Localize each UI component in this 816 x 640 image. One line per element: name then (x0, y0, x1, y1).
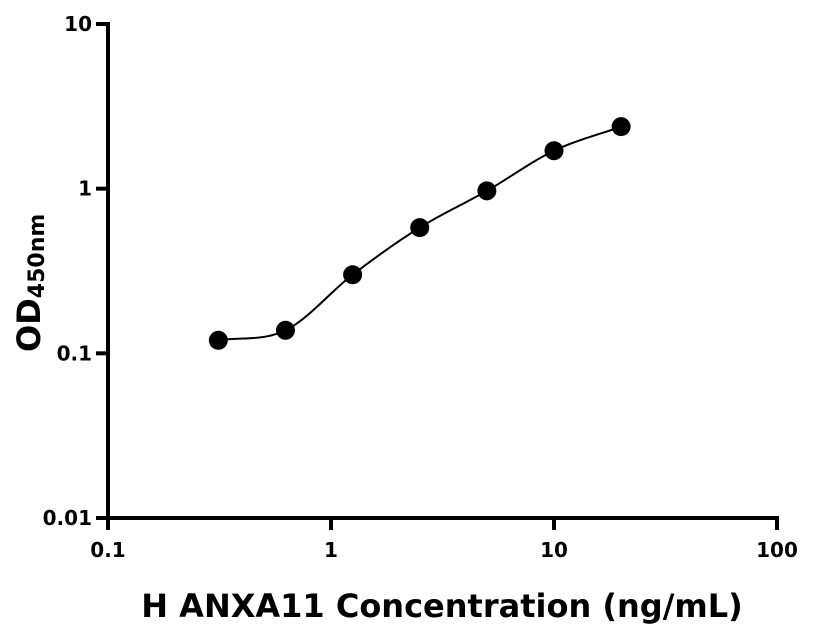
x-tick-label: 10 (540, 538, 568, 562)
data-point (208, 330, 228, 350)
data-points (208, 117, 631, 350)
x-tick-label: 100 (756, 538, 798, 562)
data-point (544, 141, 564, 161)
y-axis-title: OD450nm (10, 214, 50, 352)
data-point (410, 218, 430, 238)
y-tick-label: 0.1 (57, 341, 92, 365)
y-axis-ticks: 0.01 0.1 1 10 (43, 12, 108, 530)
x-axis-ticks: 0.1 1 10 100 (90, 518, 798, 562)
axes (106, 22, 779, 520)
data-point (275, 320, 295, 340)
y-axis-title-subscript: 450nm (25, 214, 50, 299)
y-tick-label: 0.01 (43, 506, 92, 530)
x-axis-title: H ANXA11 Concentration (ng/mL) (141, 587, 742, 625)
y-tick-label: 10 (64, 12, 92, 36)
data-point (343, 265, 363, 285)
x-tick-label: 0.1 (90, 538, 125, 562)
y-axis-title-main: OD (10, 298, 48, 352)
y-tick-label: 1 (78, 177, 92, 201)
data-point (477, 181, 497, 201)
data-point (611, 117, 631, 137)
x-tick-label: 1 (324, 538, 338, 562)
